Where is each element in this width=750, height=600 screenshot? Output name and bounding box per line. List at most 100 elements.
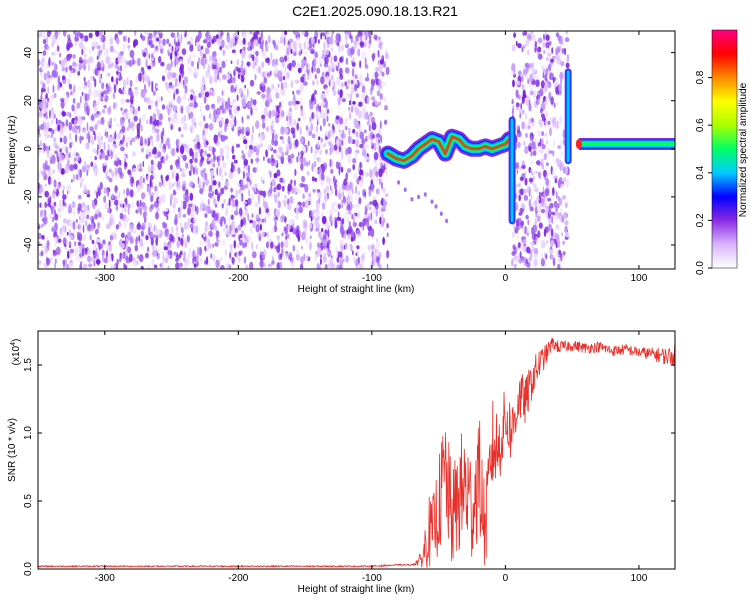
- noise-speckle: [80, 116, 86, 121]
- y-tick-label: 0.0: [23, 562, 34, 576]
- noise-speckle: [303, 157, 307, 167]
- noise-speckle: [238, 207, 243, 216]
- noise-speckle: [535, 236, 538, 241]
- noise-speckle: [156, 96, 162, 103]
- noise-speckle: [259, 142, 263, 148]
- noise-speckle: [535, 160, 541, 166]
- noise-speckle: [212, 117, 215, 123]
- noise-speckle: [531, 171, 534, 176]
- noise-speckle: [361, 51, 367, 60]
- noise-speckle: [201, 198, 204, 204]
- noise-speckle: [127, 207, 130, 215]
- noise-speckle: [323, 97, 327, 103]
- noise-speckle: [537, 46, 542, 53]
- noise-speckle: [555, 233, 560, 242]
- noise-speckle: [53, 179, 57, 188]
- noise-speckle: [540, 80, 545, 89]
- noise-speckle: [43, 72, 47, 81]
- noise-speckle: [362, 98, 365, 107]
- noise-speckle: [364, 155, 367, 163]
- noise-speckle: [562, 240, 565, 245]
- noise-speckle: [131, 137, 136, 143]
- noise-speckle: [244, 204, 247, 211]
- noise-speckle: [327, 263, 329, 268]
- noise-speckle: [218, 121, 223, 125]
- noise-speckle: [362, 149, 367, 157]
- noise-speckle: [327, 229, 330, 238]
- noise-speckle: [374, 162, 379, 167]
- noise-speckle: [513, 67, 516, 76]
- noise-speckle: [314, 58, 317, 67]
- noise-speckle: [279, 88, 284, 95]
- noise-speckle: [158, 196, 163, 205]
- noise-speckle: [280, 155, 285, 165]
- noise-speckle: [45, 94, 48, 99]
- noise-speckle: [187, 206, 192, 216]
- noise-speckle: [119, 65, 123, 72]
- noise-speckle: [358, 110, 363, 119]
- noise-speckle: [152, 234, 157, 239]
- noise-speckle: [237, 167, 241, 175]
- noise-speckle: [288, 218, 293, 226]
- noise-speckle: [50, 94, 55, 100]
- noise-speckle: [310, 146, 313, 154]
- noise-speckle: [362, 112, 366, 120]
- colorbar-tick-label: 0.2: [695, 213, 706, 227]
- noise-speckle: [47, 134, 51, 139]
- noise-speckle: [211, 169, 215, 177]
- noise-speckle: [175, 78, 178, 83]
- noise-speckle: [339, 89, 343, 98]
- noise-speckle: [250, 241, 254, 249]
- noise-speckle: [108, 177, 113, 183]
- noise-speckle: [545, 179, 550, 186]
- noise-speckle: [337, 122, 339, 132]
- noise-speckle: [179, 66, 183, 75]
- noise-speckle: [308, 159, 311, 166]
- noise-speckle: [300, 162, 304, 171]
- noise-speckle: [46, 145, 50, 155]
- noise-speckle: [328, 122, 331, 127]
- noise-speckle: [181, 173, 186, 178]
- noise-speckle: [174, 81, 177, 87]
- noise-speckle: [354, 196, 359, 201]
- noise-speckle: [382, 217, 386, 224]
- noise-speckle: [251, 213, 254, 219]
- noise-speckle: [276, 262, 280, 269]
- noise-speckle: [515, 102, 520, 108]
- noise-speckle: [287, 198, 290, 206]
- noise-speckle: [41, 201, 43, 209]
- noise-speckle: [208, 113, 212, 119]
- noise-speckle: [362, 218, 367, 227]
- noise-speckle: [77, 203, 82, 212]
- noise-speckle: [68, 219, 73, 227]
- noise-speckle: [287, 100, 293, 106]
- noise-speckle: [102, 239, 106, 245]
- noise-speckle: [524, 171, 527, 176]
- noise-speckle: [164, 207, 169, 212]
- noise-speckle: [524, 177, 528, 186]
- noise-speckle: [550, 122, 555, 129]
- noise-speckle: [171, 45, 174, 52]
- noise-speckle: [366, 219, 370, 229]
- noise-speckle: [202, 39, 208, 44]
- noise-speckle: [117, 72, 120, 80]
- noise-speckle: [218, 36, 222, 46]
- noise-speckle: [544, 132, 548, 137]
- noise-speckle: [352, 221, 357, 228]
- noise-speckle: [340, 82, 345, 88]
- noise-speckle: [42, 82, 46, 90]
- noise-speckle: [94, 228, 99, 235]
- noise-speckle: [103, 257, 108, 264]
- noise-speckle: [170, 184, 172, 191]
- noise-speckle: [517, 43, 522, 49]
- noise-speckle: [217, 160, 221, 167]
- noise-speckle: [161, 148, 165, 153]
- noise-speckle: [564, 37, 570, 43]
- noise-speckle: [102, 90, 107, 95]
- noise-speckle: [300, 150, 304, 157]
- noise-speckle: [169, 99, 173, 105]
- noise-speckle: [69, 248, 75, 254]
- noise-speckle: [379, 100, 381, 106]
- noise-speckle: [563, 177, 567, 183]
- noise-speckle: [266, 72, 271, 77]
